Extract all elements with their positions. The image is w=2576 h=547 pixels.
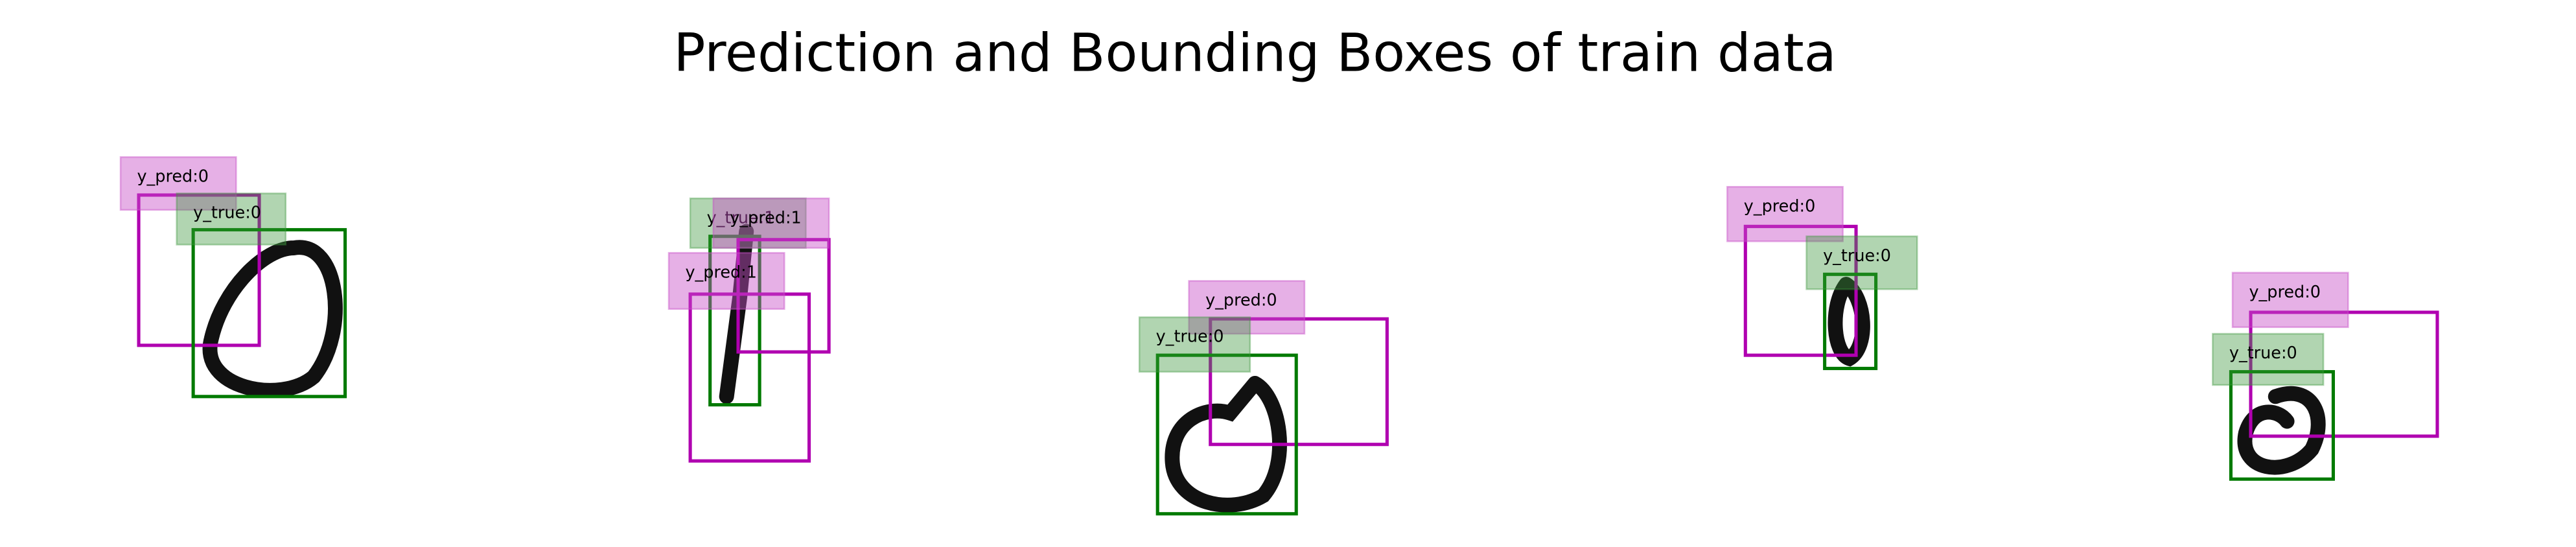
image-panel: y_pred:0 y_true:0: [1598, 169, 2033, 517]
image-panel: y_true:1y_pred:1y_pred:1: [555, 169, 990, 517]
bounding-box: [2229, 370, 2335, 481]
image-panel: y_pred:0 y_true:0: [1076, 169, 1511, 517]
label-box: [2212, 332, 2325, 386]
box-label: y_pred:0: [137, 167, 209, 187]
label-box: [1138, 316, 1251, 373]
image-noise: [2122, 169, 2557, 517]
box-label: y_pred:0: [1744, 196, 1816, 216]
image-panel: y_pred:0 y_true:0: [32, 156, 468, 517]
label-box: [1726, 185, 1844, 242]
image-noise: [32, 169, 468, 517]
bounding-box: [688, 292, 811, 463]
digit: [1828, 277, 1870, 367]
bounding-box: [1209, 317, 1389, 447]
box-label: y_pred:1: [730, 208, 802, 227]
digit: [202, 240, 343, 398]
label-box: [1188, 280, 1306, 335]
label-box: [119, 156, 237, 211]
box-label: y_pred:0: [2249, 283, 2321, 302]
label-box: [2231, 272, 2349, 329]
box-label: y_pred:0: [1205, 291, 1277, 310]
image-panel: y_pred:0 y_true:0: [2122, 169, 2557, 517]
digit: [1165, 375, 1287, 513]
figure-title: Prediction and Bounding Boxes of train d…: [673, 22, 1836, 84]
bounding-box: [1823, 272, 1878, 371]
digit: [2237, 386, 2326, 475]
box-label: y_true:0: [1156, 327, 1224, 347]
bounding-box: [1743, 224, 1858, 357]
label-box: [176, 192, 287, 246]
box-label: y_true:1: [707, 208, 775, 227]
image-noise: [1076, 169, 1511, 517]
bounding-box: [708, 235, 761, 407]
box-label: y_true:0: [193, 204, 261, 223]
box-label: y_pred:1: [685, 262, 757, 282]
bounding-box: [137, 193, 261, 347]
label-box: [712, 197, 830, 249]
bounding-box: [191, 227, 347, 399]
bounding-box: [2249, 310, 2439, 438]
bounding-box: [1155, 353, 1298, 516]
box-label: y_true:0: [1823, 246, 1891, 266]
image-noise: [555, 169, 990, 517]
label-box: [1805, 235, 1918, 290]
label-box: [667, 251, 785, 310]
box-label: y_true:0: [2229, 343, 2297, 363]
